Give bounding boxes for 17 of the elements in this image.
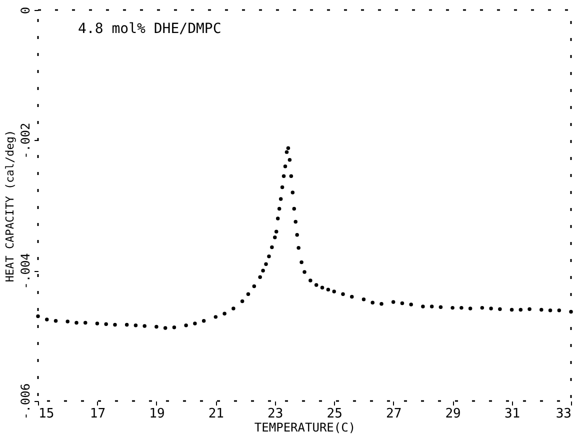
y-tick-label: -.004 bbox=[18, 253, 32, 290]
x-tick-label: 27 bbox=[386, 406, 402, 422]
y-tick-label: -.002 bbox=[18, 122, 32, 159]
x-tick-label: 19 bbox=[149, 406, 165, 422]
x-tick-label: 21 bbox=[208, 406, 224, 422]
x-tick-label: 31 bbox=[504, 406, 520, 422]
x-tick-label: 33 bbox=[556, 406, 572, 422]
x-tick-label: 23 bbox=[268, 406, 284, 422]
y-tick-label: 0 bbox=[18, 6, 32, 14]
x-tick-label: 29 bbox=[445, 406, 461, 422]
x-tick-label: 15 bbox=[38, 406, 54, 422]
x-tick-label: 17 bbox=[90, 406, 106, 422]
annotation: 4.8 mol% DHE/DMPC bbox=[78, 21, 222, 37]
y-tick-label: -.006 bbox=[18, 383, 32, 420]
x-tick-label: 25 bbox=[326, 406, 342, 422]
x-axis-title: TEMPERATURE(C) bbox=[254, 420, 356, 434]
y-axis-title: HEAT CAPACITY (cal/deg) bbox=[4, 130, 16, 282]
